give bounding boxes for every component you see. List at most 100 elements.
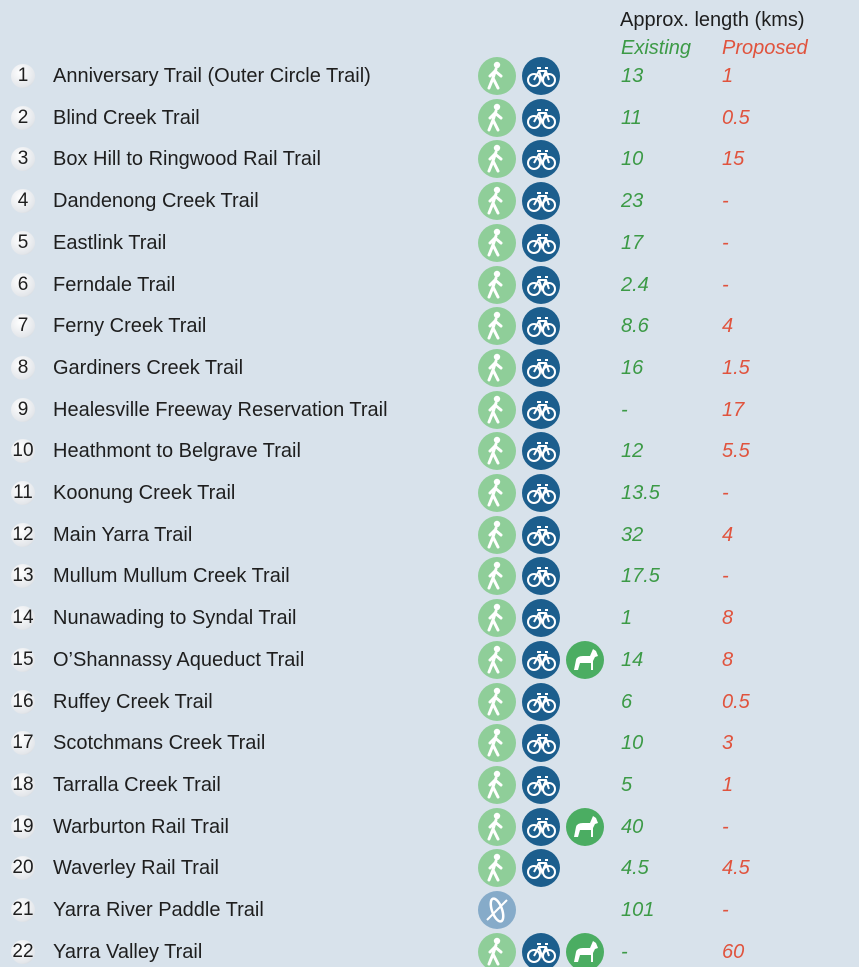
row-number: 20 (11, 856, 35, 881)
existing-length: 8.6 (621, 315, 649, 338)
existing-length: - (621, 398, 628, 421)
existing-length: 16 (621, 356, 644, 379)
walk-icon (478, 765, 516, 804)
row-number: 12 (11, 522, 35, 547)
proposed-length: - (722, 482, 729, 504)
row-number: 21 (11, 898, 35, 922)
bike-icon (522, 474, 560, 512)
trail-name: Yarra Valley Trail (53, 940, 203, 963)
existing-length: 1 (621, 607, 633, 630)
bike-icon (522, 432, 560, 471)
existing-length: 12 (621, 440, 644, 463)
proposed-length: 0.5 (722, 690, 750, 713)
row-number: 6 (11, 272, 35, 297)
existing-length: 11 (621, 106, 642, 129)
walk-icon (478, 807, 516, 846)
row-number: 16 (11, 689, 35, 714)
row-number: 15 (11, 647, 35, 672)
trail-name: Dandenong Creek Trail (53, 190, 259, 213)
trail-name: Tarralla Creek Trail (53, 773, 221, 796)
proposed-length: 1 (722, 773, 734, 796)
row-number: 1 (11, 64, 35, 88)
walk-icon (478, 515, 516, 554)
existing-length: 14 (621, 648, 644, 671)
walk-icon (478, 432, 516, 471)
trail-name: Healesville Freeway Reservation Trail (53, 398, 388, 421)
trail-name: Anniversary Trail (Outer Circle Trail) (53, 65, 371, 87)
trail-name: Scotchmans Creek Trail (53, 732, 266, 755)
horse-icon (566, 807, 604, 846)
proposed-length: - (722, 231, 729, 254)
existing-length: - (621, 940, 628, 963)
bike-icon (522, 265, 560, 304)
proposed-length: 3 (722, 732, 734, 755)
proposed-length: 5.5 (722, 440, 750, 463)
bike-icon (522, 515, 560, 554)
trail-name: Ferndale Trail (53, 273, 176, 296)
walk-icon (478, 849, 516, 888)
bike-icon (522, 640, 560, 679)
existing-length: 40 (621, 815, 644, 838)
bike-icon (522, 849, 560, 888)
trail-name: Ferny Creek Trail (53, 315, 207, 338)
row-number: 2 (11, 105, 35, 130)
bike-icon (522, 140, 560, 179)
row-number: 7 (11, 314, 35, 339)
row-number: 22 (11, 939, 35, 964)
proposed-length: 4 (722, 315, 734, 338)
proposed-length: 15 (722, 148, 745, 171)
proposed-length: 1 (722, 65, 734, 87)
bike-icon (522, 307, 560, 346)
existing-length: 6 (621, 690, 633, 713)
bike-icon (522, 390, 560, 429)
row-number: 10 (11, 439, 35, 464)
trail-name: Blind Creek Trail (53, 106, 200, 129)
existing-length: 17.5 (621, 565, 660, 588)
existing-length: 10 (621, 148, 644, 171)
trail-name: Gardiners Creek Trail (53, 356, 244, 379)
walk-icon (478, 390, 516, 429)
bike-icon (522, 932, 560, 967)
bike-icon (522, 57, 560, 95)
length-header: Approx. length (kms) (620, 9, 805, 31)
trail-name: Heathmont to Belgrave Trail (53, 440, 301, 463)
bike-icon (522, 599, 560, 638)
trail-name: Ruffey Creek Trail (53, 690, 213, 713)
trail-name: Yarra River Paddle Trail (53, 899, 264, 921)
trail-name: Mullum Mullum Creek Trail (53, 565, 290, 588)
existing-header: Existing (621, 37, 692, 59)
trail-name: Main Yarra Trail (53, 523, 193, 546)
existing-length: 13.5 (621, 482, 660, 504)
row-number: 17 (11, 731, 35, 756)
row-number: 13 (11, 564, 35, 589)
proposed-length: - (722, 899, 729, 921)
trail-name: Waverley Rail Trail (53, 857, 219, 880)
existing-length: 2.4 (621, 273, 649, 296)
bike-icon (522, 765, 560, 804)
walk-icon (478, 348, 516, 387)
walk-icon (478, 140, 516, 179)
proposed-length: 8 (722, 648, 734, 671)
proposed-length: 4.5 (722, 857, 750, 880)
paddle-icon (478, 891, 516, 929)
trail-name: Koonung Creek Trail (53, 482, 236, 504)
walk-icon (478, 57, 516, 95)
proposed-length: - (722, 273, 729, 296)
row-number: 4 (11, 189, 35, 214)
row-number: 14 (11, 606, 35, 631)
bike-icon (522, 557, 560, 596)
bike-icon (522, 682, 560, 721)
trail-name: Warburton Rail Trail (53, 815, 229, 838)
proposed-length: 1.5 (722, 356, 750, 379)
existing-length: 5 (621, 773, 633, 796)
existing-length: 10 (621, 732, 644, 755)
row-number: 8 (11, 355, 35, 380)
trail-name: O’Shannassy Aqueduct Trail (53, 648, 305, 671)
proposed-length: - (722, 190, 729, 213)
bike-icon (522, 724, 560, 763)
bike-icon (522, 807, 560, 846)
walk-icon (478, 932, 516, 967)
proposed-length: 60 (722, 940, 745, 963)
row-number: 3 (11, 147, 35, 172)
